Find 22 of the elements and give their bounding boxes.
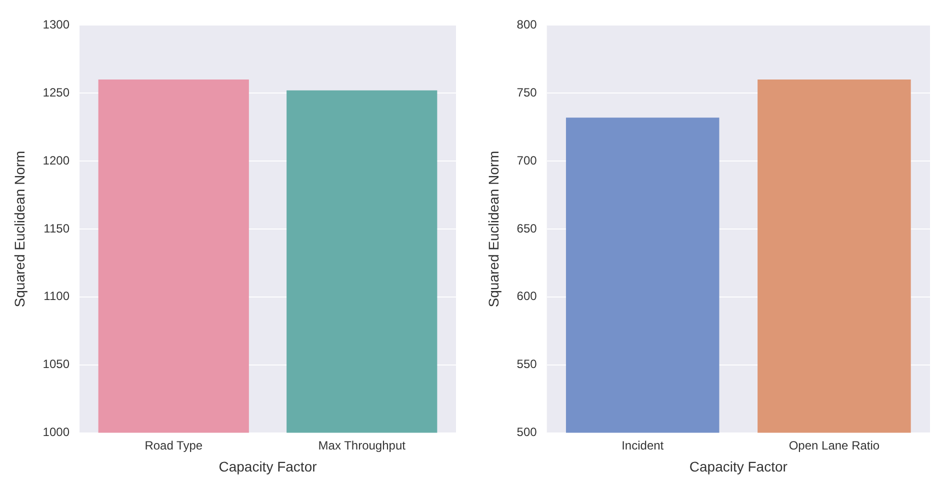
y-tick-label: 1300 <box>42 18 70 32</box>
y-tick-label: 1100 <box>44 289 70 304</box>
y-tick-label: 1200 <box>42 153 70 168</box>
y-tick-label: 550 <box>516 357 538 372</box>
y-tick-label: 800 <box>516 18 538 32</box>
x-axis-title: Capacity Factor <box>218 458 318 474</box>
x-tick-label: Max Throughput <box>318 438 406 452</box>
x-tick-label: Incident <box>622 438 664 452</box>
y-tick-label: 600 <box>516 289 538 304</box>
y-tick-label: 1150 <box>44 221 70 236</box>
y-axis-title: Squared Euclidean Norm <box>11 150 28 308</box>
y-axis-title: Squared Euclidean Norm <box>485 150 502 308</box>
y-tick-label: 750 <box>516 85 538 100</box>
x-axis-title: Capacity Factor <box>689 458 788 474</box>
y-tick-label: 700 <box>516 153 538 168</box>
y-tick-label: 500 <box>516 425 538 440</box>
x-tick-label: Open Lane Ratio <box>788 438 880 452</box>
y-tick-label: 1000 <box>42 425 70 440</box>
y-tick-label: 1050 <box>42 357 70 372</box>
x-tick-label: Road Type <box>144 438 203 452</box>
y-tick-label: 650 <box>516 221 538 236</box>
y-tick-label: 1250 <box>42 85 70 100</box>
